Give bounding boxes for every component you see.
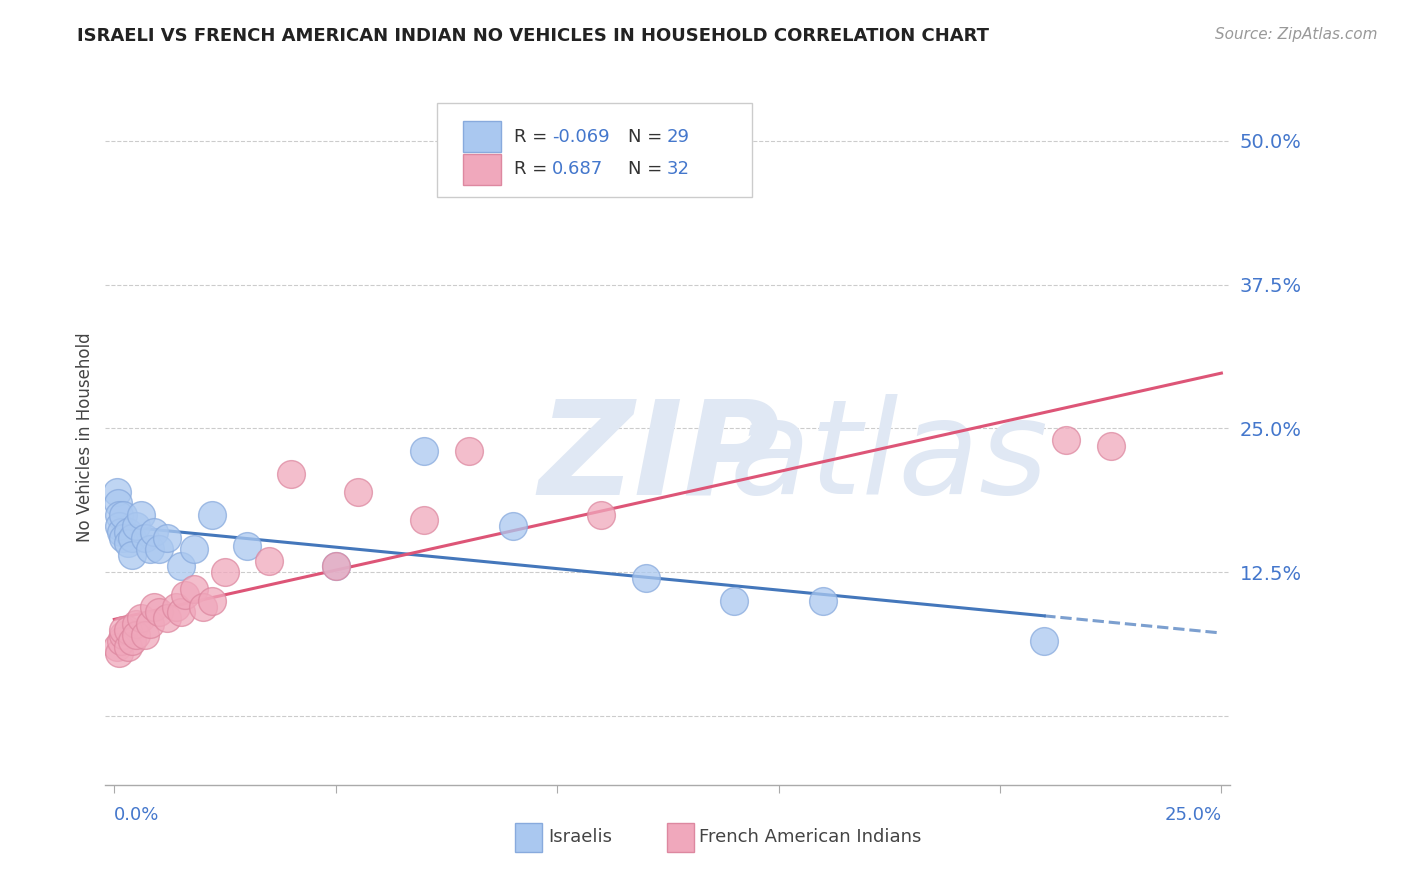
Point [413, 513, 436, 527]
Text: N =: N = [628, 161, 668, 178]
Point [325, 559, 347, 574]
Point [170, 559, 193, 574]
Text: ZIP: ZIP [538, 394, 780, 522]
Point [107, 519, 129, 533]
Y-axis label: No Vehicles in Household: No Vehicles in Household [76, 332, 94, 542]
Point [1033, 634, 1056, 648]
Point [117, 524, 139, 539]
Point [125, 519, 148, 533]
Point [112, 623, 135, 637]
Point [112, 508, 135, 522]
Point [138, 617, 160, 632]
Point [121, 531, 143, 545]
Text: 0.0%: 0.0% [114, 805, 160, 823]
Point [105, 640, 128, 654]
Point [413, 444, 436, 458]
Point [125, 628, 148, 642]
Point [191, 599, 214, 614]
Point [143, 524, 166, 539]
Text: 32: 32 [666, 161, 690, 178]
Point [723, 594, 745, 608]
Point [156, 611, 179, 625]
Text: R =: R = [513, 161, 553, 178]
Point [183, 582, 205, 597]
FancyBboxPatch shape [515, 822, 541, 852]
Point [156, 531, 179, 545]
Point [214, 565, 236, 579]
Point [117, 640, 139, 654]
Point [347, 484, 370, 499]
Point [112, 531, 135, 545]
Text: French American Indians: French American Indians [699, 828, 922, 847]
Point [634, 571, 657, 585]
Text: -0.069: -0.069 [553, 128, 610, 145]
Point [138, 542, 160, 557]
Point [107, 646, 129, 660]
Point [110, 634, 132, 648]
FancyBboxPatch shape [437, 103, 752, 197]
Text: 25.0%: 25.0% [1164, 805, 1222, 823]
Point [112, 628, 135, 642]
Point [148, 606, 170, 620]
Text: 29: 29 [666, 128, 690, 145]
Point [129, 611, 152, 625]
Point [165, 599, 187, 614]
Point [148, 542, 170, 557]
Point [1099, 439, 1122, 453]
Point [259, 554, 281, 568]
Text: N =: N = [628, 128, 668, 145]
FancyBboxPatch shape [463, 121, 502, 152]
Point [107, 496, 129, 510]
Point [201, 508, 224, 522]
Point [143, 599, 166, 614]
Text: Source: ZipAtlas.com: Source: ZipAtlas.com [1215, 27, 1378, 42]
Point [591, 508, 613, 522]
FancyBboxPatch shape [666, 822, 693, 852]
Text: 0.687: 0.687 [553, 161, 603, 178]
Point [121, 548, 143, 562]
Point [457, 444, 479, 458]
Point [117, 623, 139, 637]
Point [325, 559, 347, 574]
Point [280, 467, 302, 482]
Point [129, 508, 152, 522]
Point [121, 634, 143, 648]
Point [183, 542, 205, 557]
Point [236, 539, 259, 553]
Point [174, 588, 197, 602]
Point [811, 594, 834, 608]
Text: R =: R = [513, 128, 553, 145]
Point [105, 484, 128, 499]
Point [134, 628, 156, 642]
Point [1054, 433, 1077, 447]
Point [170, 606, 193, 620]
Point [134, 531, 156, 545]
Point [125, 617, 148, 632]
Text: ISRAELI VS FRENCH AMERICAN INDIAN NO VEHICLES IN HOUSEHOLD CORRELATION CHART: ISRAELI VS FRENCH AMERICAN INDIAN NO VEH… [77, 27, 990, 45]
Point [107, 508, 129, 522]
Point [117, 536, 139, 550]
Text: Israelis: Israelis [548, 828, 613, 847]
FancyBboxPatch shape [463, 154, 502, 185]
Point [201, 594, 224, 608]
Point [110, 524, 132, 539]
Point [502, 519, 524, 533]
Text: atlas: atlas [730, 394, 1049, 522]
